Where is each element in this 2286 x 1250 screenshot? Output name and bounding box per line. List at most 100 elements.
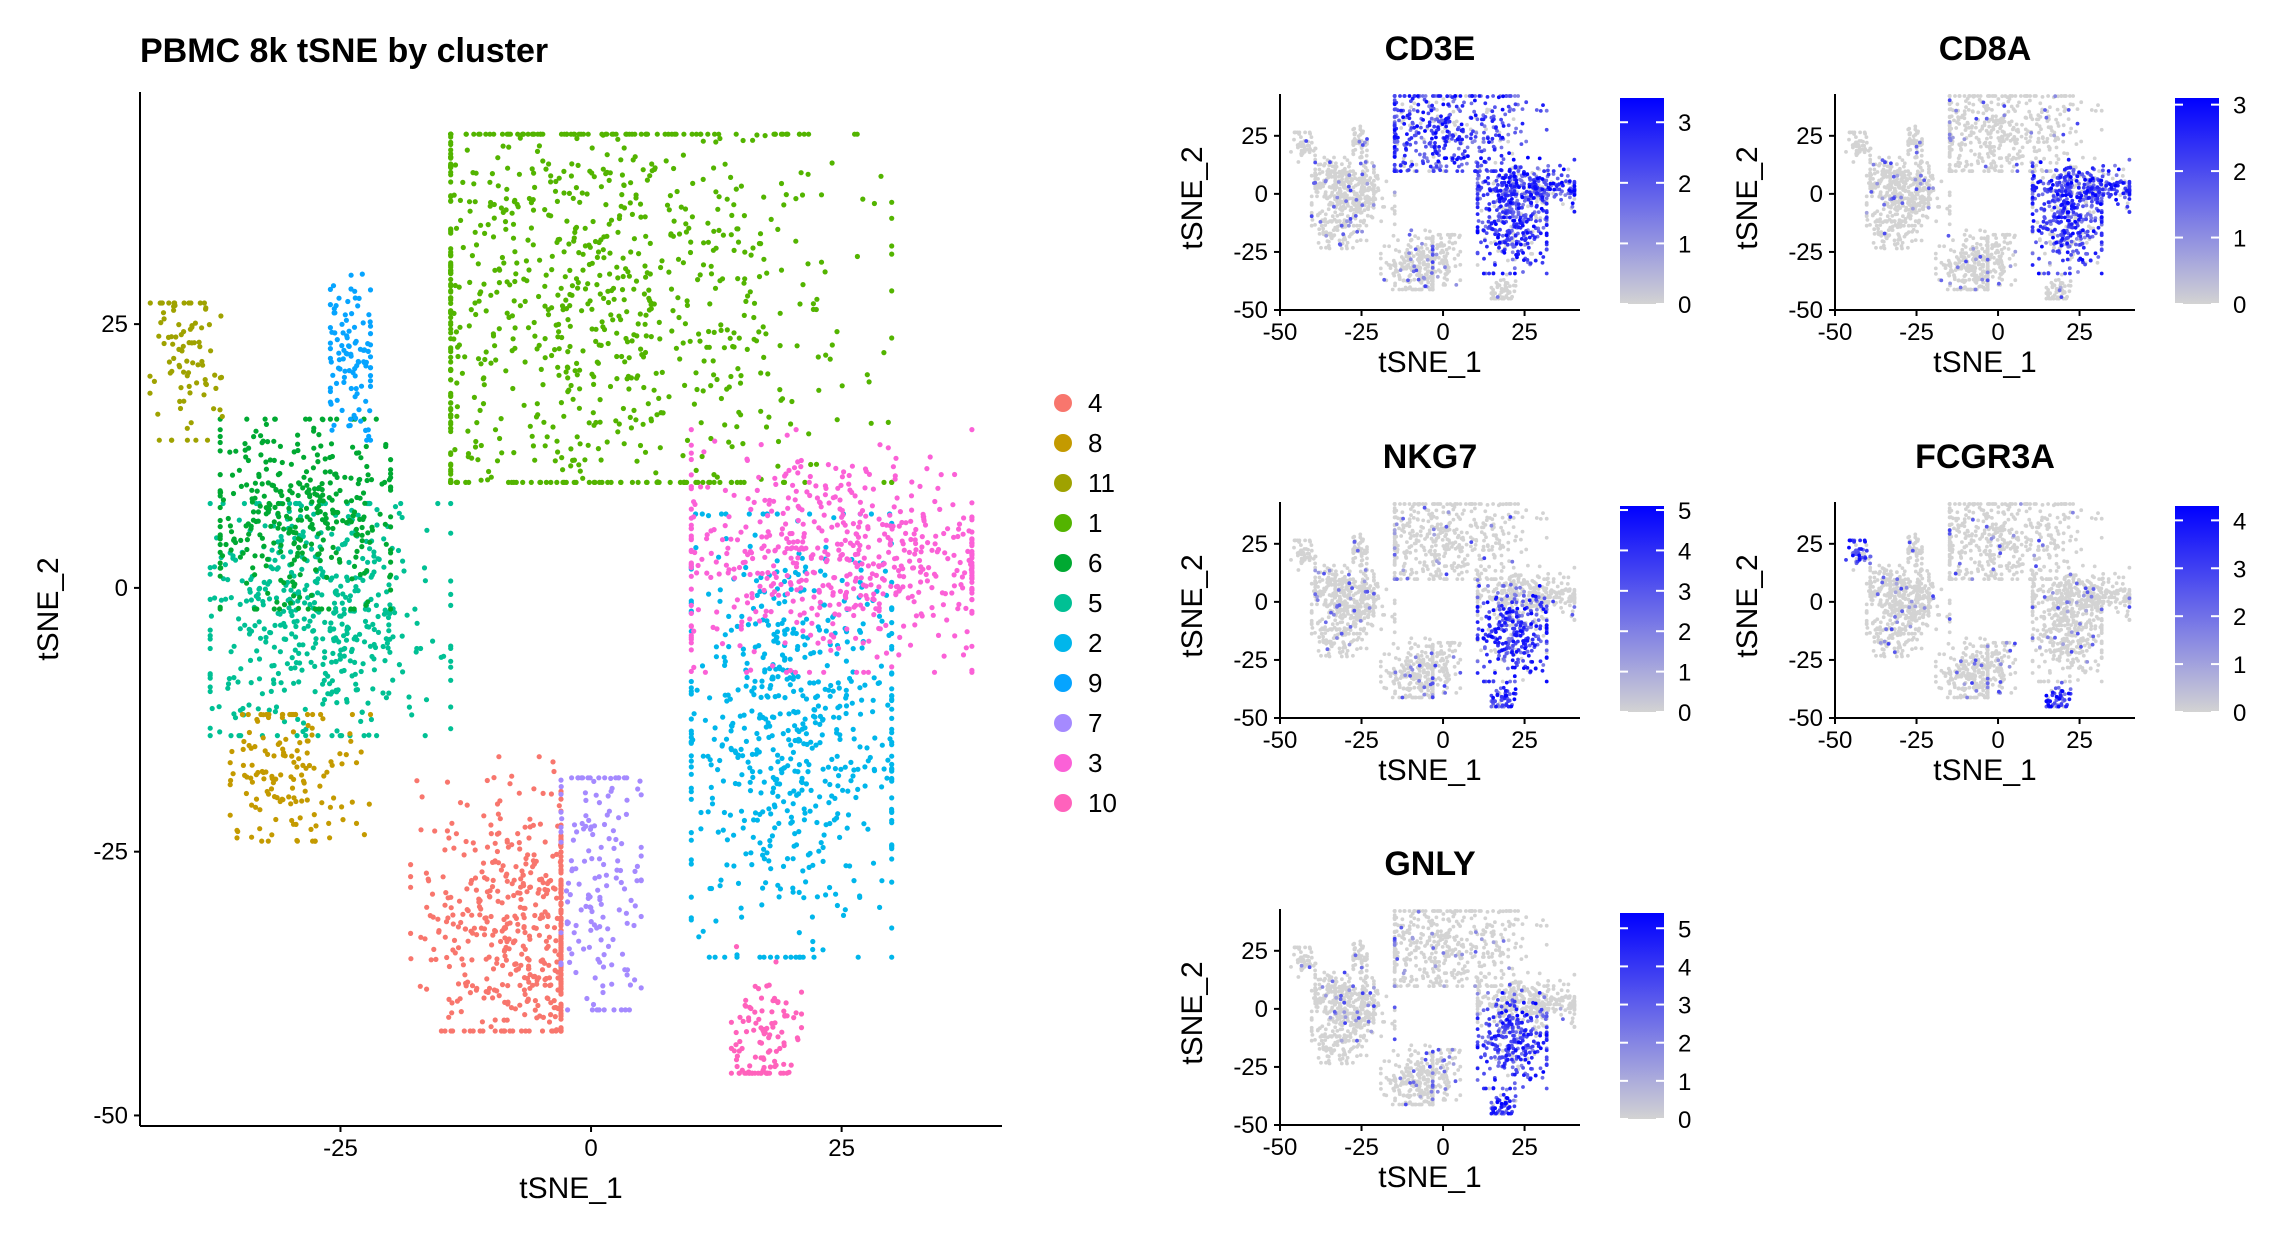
data-point [288, 549, 294, 555]
data-point [771, 589, 778, 595]
data-point [328, 691, 334, 697]
data-point [156, 333, 162, 339]
data-point [503, 368, 509, 374]
data-point [253, 518, 259, 525]
data-point [1351, 223, 1356, 228]
data-point [591, 823, 598, 829]
data-point [353, 584, 359, 590]
data-point [800, 693, 806, 699]
data-point [346, 559, 352, 566]
data-point [537, 257, 543, 263]
data-point [353, 760, 360, 766]
data-point [518, 1028, 525, 1034]
data-point [448, 479, 454, 485]
y-tick-label: 0 [1255, 181, 1268, 208]
data-point [790, 674, 797, 680]
data-point [319, 487, 325, 493]
data-point [422, 733, 428, 739]
data-point [894, 495, 900, 501]
data-point [826, 800, 832, 806]
data-point [504, 921, 510, 927]
data-point [870, 561, 877, 567]
data-point [811, 680, 817, 686]
data-point [223, 541, 229, 548]
data-point [335, 509, 341, 516]
data-point [242, 441, 248, 447]
data-point [470, 170, 476, 176]
data-point [751, 1027, 757, 1033]
data-point [833, 891, 839, 897]
data-point [697, 272, 703, 278]
data-point [1393, 264, 1398, 269]
data-point [455, 924, 461, 930]
data-point [565, 349, 571, 355]
data-point [571, 822, 578, 828]
data-point [605, 926, 611, 932]
data-point [791, 465, 798, 471]
data-point [884, 775, 890, 781]
data-point [272, 504, 278, 510]
data-point [747, 779, 753, 785]
data-point [1367, 185, 1372, 190]
data-point [230, 555, 236, 561]
data-point [1336, 174, 1341, 179]
data-point [536, 342, 542, 348]
data-point [694, 386, 700, 393]
data-point [596, 479, 603, 485]
data-point [901, 547, 907, 553]
data-point [813, 694, 819, 701]
data-point [644, 177, 651, 183]
data-point [576, 405, 583, 411]
data-point [1313, 167, 1318, 172]
data-point [483, 131, 489, 137]
data-point [305, 606, 311, 612]
data-point [726, 644, 732, 650]
data-point [408, 874, 414, 880]
data-point [945, 556, 951, 562]
data-point [328, 441, 335, 447]
data-point [424, 986, 430, 992]
data-point [835, 680, 841, 686]
data-point [642, 449, 649, 455]
data-point [255, 706, 261, 712]
data-point [213, 385, 219, 391]
data-point [862, 485, 868, 491]
legend-label-11: 11 [1088, 468, 1115, 498]
data-point [741, 817, 748, 824]
data-point [1440, 130, 1445, 134]
data-point [448, 349, 454, 355]
data-point [857, 499, 864, 505]
data-point [333, 591, 339, 597]
data-point [357, 346, 363, 352]
data-point [807, 511, 813, 517]
data-point [558, 824, 564, 831]
data-point [262, 748, 268, 754]
data-point [398, 500, 404, 507]
data-point [367, 643, 373, 649]
data-point [725, 692, 731, 698]
data-point [969, 596, 975, 603]
data-point [540, 880, 546, 886]
cluster-plot: PBMC 8k tSNE by cluster-25 0 25-50-25025tS… [32, 32, 1117, 1205]
data-point [238, 483, 244, 489]
data-point [549, 305, 555, 311]
data-point [617, 867, 624, 874]
data-point [969, 643, 975, 649]
legend-swatch-2 [1054, 634, 1072, 652]
data-point [342, 474, 348, 480]
data-point [240, 746, 246, 753]
data-point [521, 975, 528, 981]
data-point [236, 517, 242, 523]
data-point [436, 928, 442, 934]
data-point [284, 513, 290, 520]
data-point [885, 445, 891, 451]
data-point [485, 477, 491, 483]
data-point [1396, 238, 1400, 243]
data-point [576, 250, 582, 256]
data-point [484, 919, 490, 925]
data-point [207, 645, 213, 652]
data-point [548, 179, 554, 185]
data-point [960, 585, 966, 591]
data-point [1391, 258, 1396, 263]
data-point [691, 401, 698, 407]
